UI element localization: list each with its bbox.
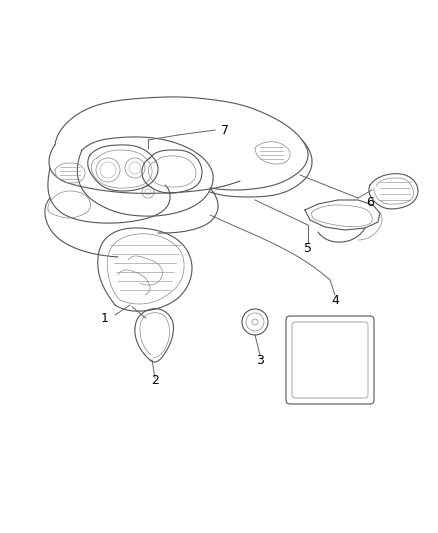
Text: 6: 6 [366,196,374,208]
Text: 1: 1 [101,311,109,325]
Text: 4: 4 [331,294,339,306]
Text: 3: 3 [256,353,264,367]
Text: 5: 5 [304,241,312,254]
Text: 2: 2 [151,374,159,386]
Text: 7: 7 [221,124,229,136]
